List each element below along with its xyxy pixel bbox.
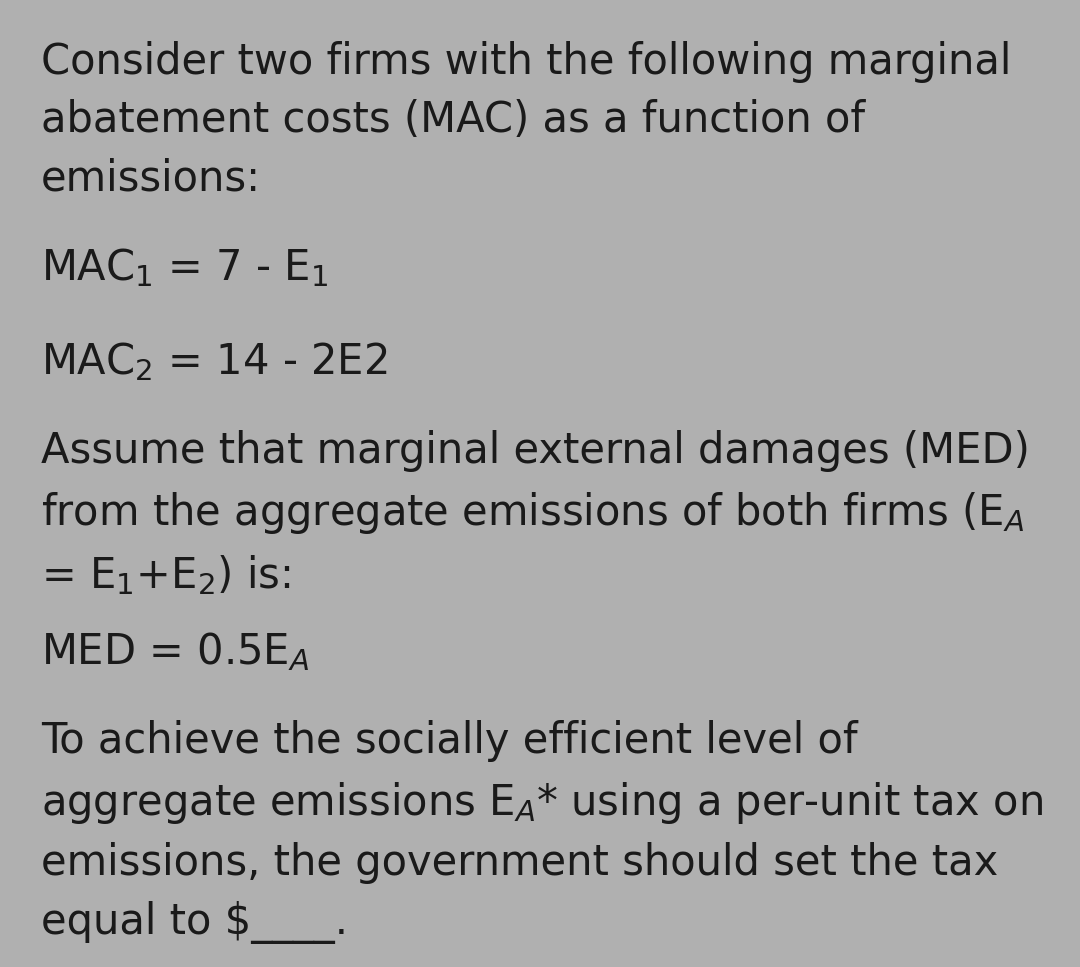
Text: MAC$_2$ = 14 - 2E2: MAC$_2$ = 14 - 2E2 [41,340,388,383]
Text: MAC$_1$ = 7 - E$_1$: MAC$_1$ = 7 - E$_1$ [41,247,328,289]
Text: Consider two firms with the following marginal
abatement costs (MAC) as a functi: Consider two firms with the following ma… [41,41,1011,199]
Text: MED = 0.5E$_A$: MED = 0.5E$_A$ [41,630,310,673]
Text: Assume that marginal external damages (MED)
from the aggregate emissions of both: Assume that marginal external damages (M… [41,430,1030,598]
Text: To achieve the socially efficient level of
aggregate emissions E$_A$* using a pe: To achieve the socially efficient level … [41,720,1043,944]
